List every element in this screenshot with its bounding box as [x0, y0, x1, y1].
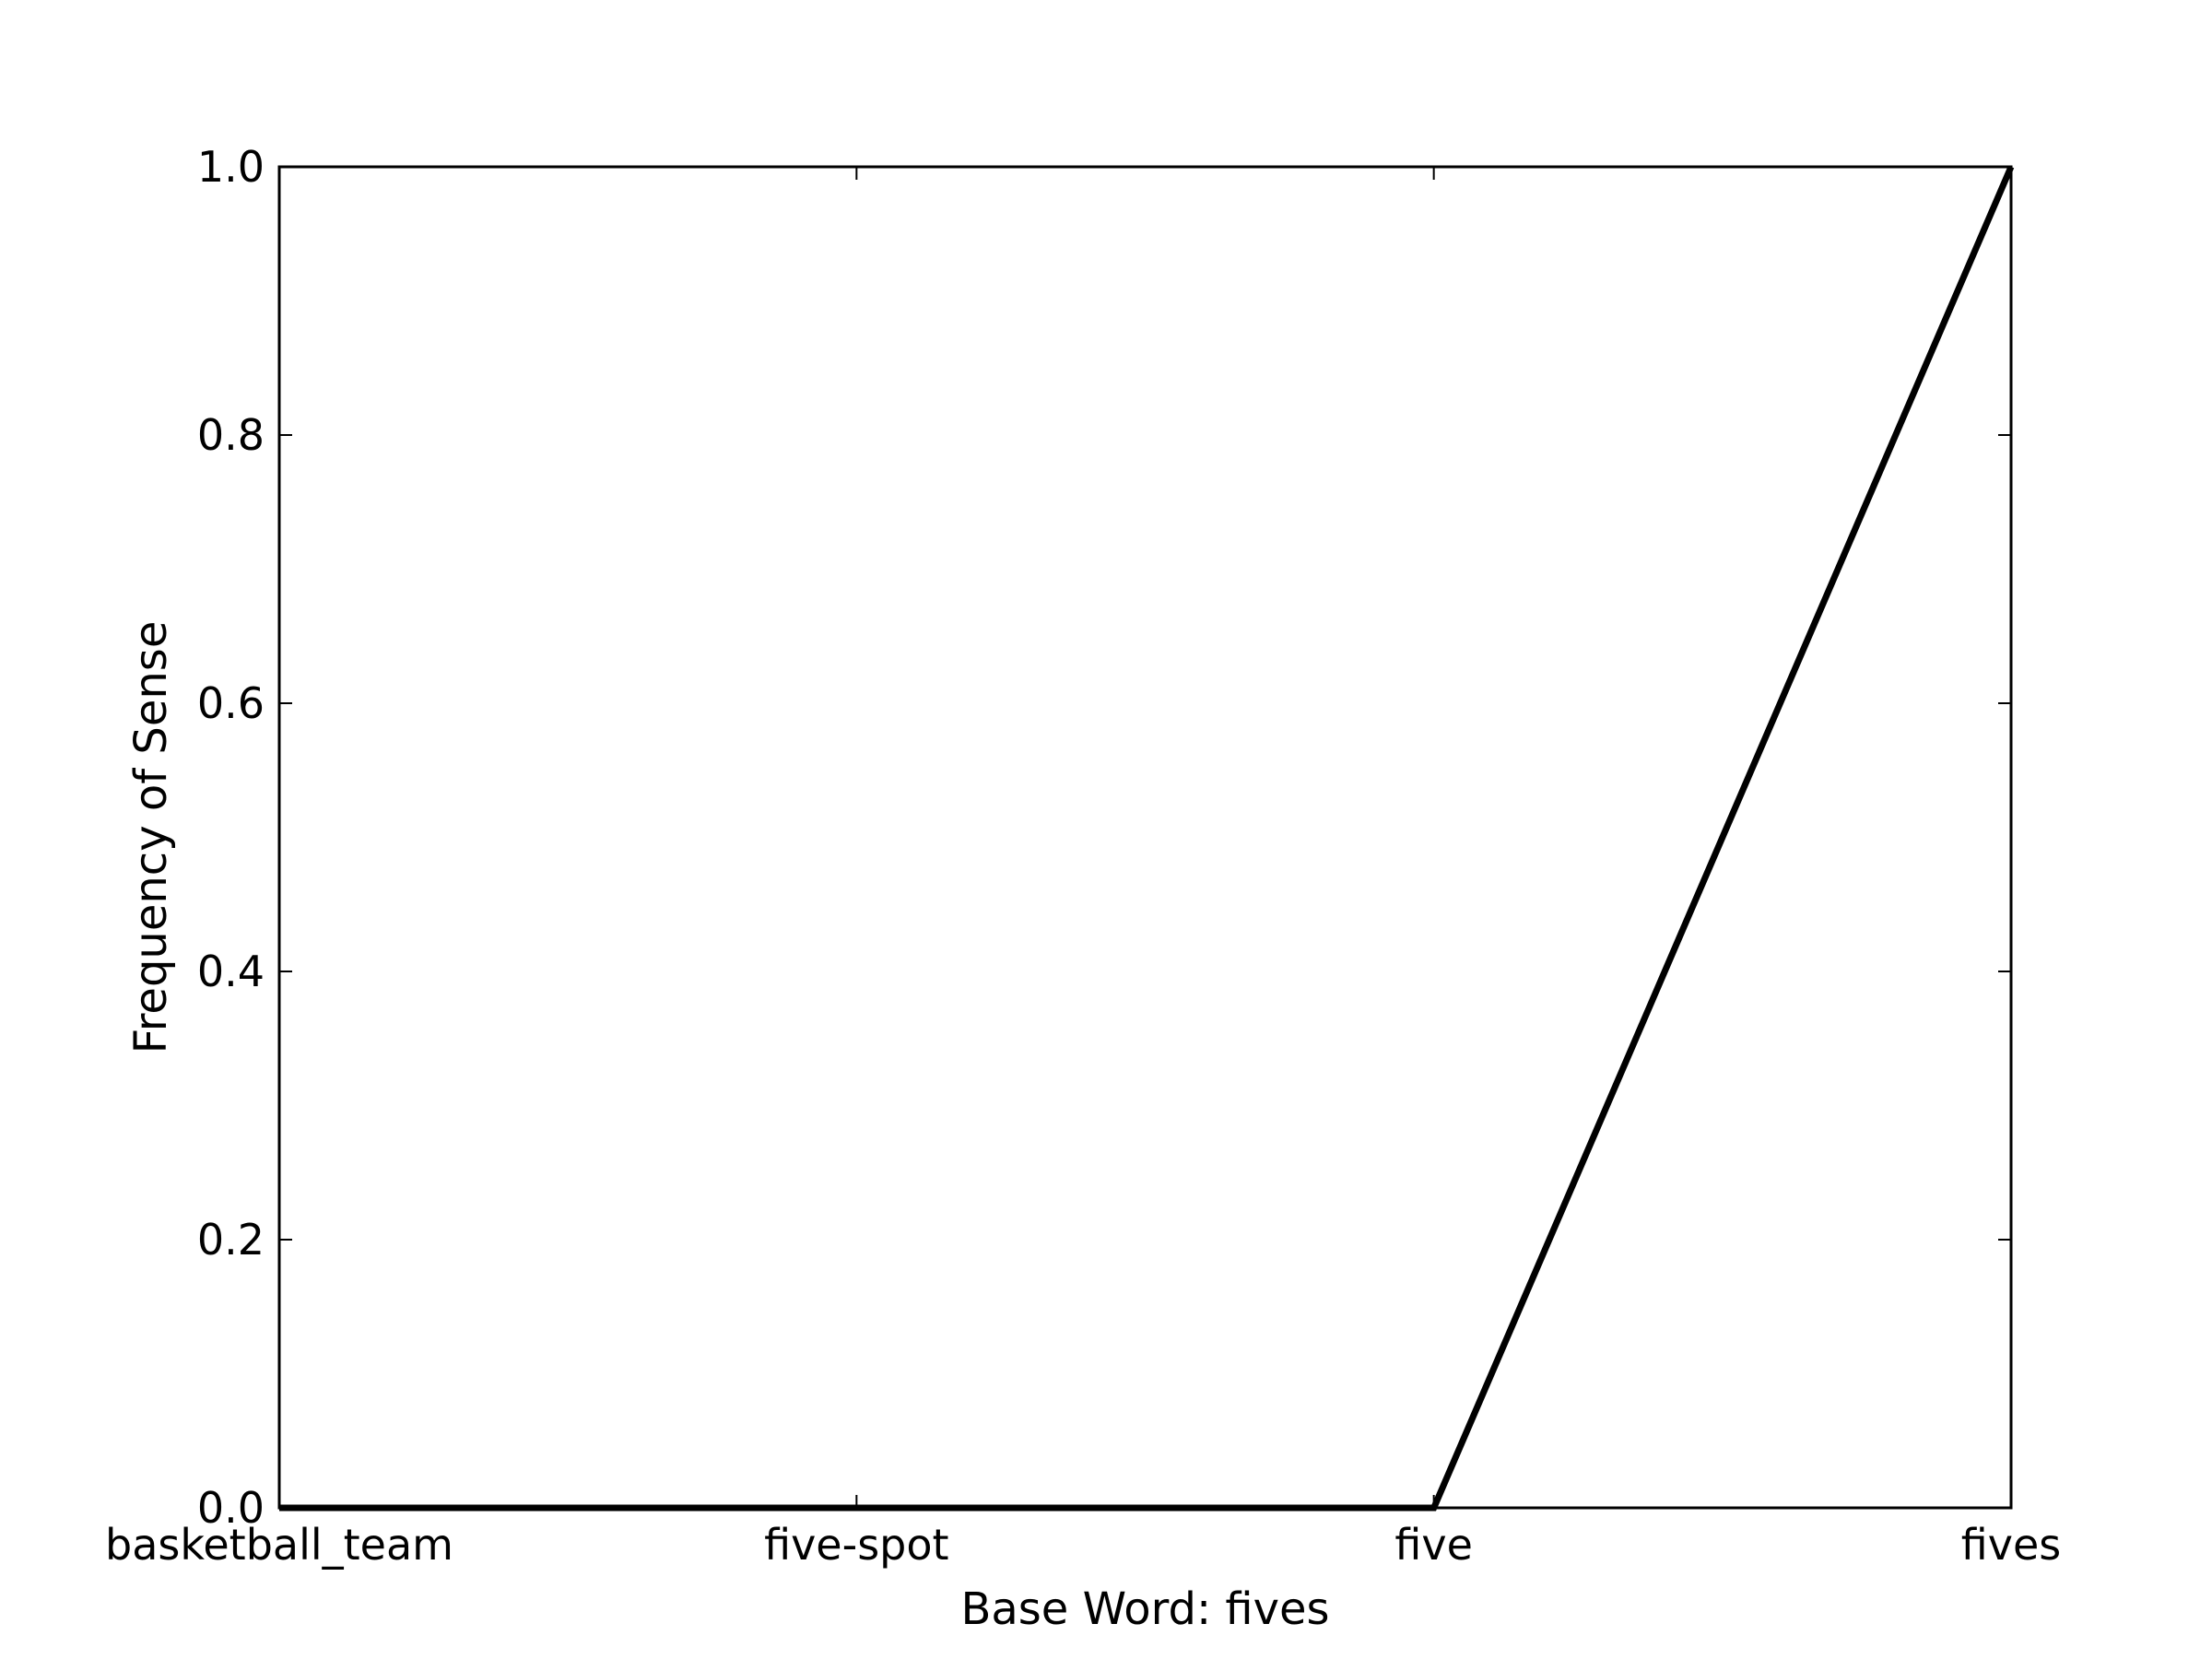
- x-tick-label-five: five: [1394, 1520, 1473, 1570]
- y-tick-label: 0.0: [197, 1483, 265, 1533]
- plot-frame: [277, 165, 2013, 1510]
- x-tick-label-fives: fives: [1961, 1520, 2061, 1570]
- y-tick-label: 0.8: [197, 410, 265, 460]
- y-tick-label: 0.4: [197, 947, 265, 996]
- y-tick-label: 0.6: [197, 678, 265, 728]
- x-tick-label-basketball_team: basketball_team: [105, 1520, 453, 1570]
- x-tick-labels: basketball_team five-spot five fives: [105, 1520, 2061, 1570]
- tick-marks: [278, 166, 2012, 1509]
- x-tick-label-five-spot: five-spot: [764, 1520, 948, 1570]
- y-axis-label: Frequency of Sense: [125, 621, 177, 1054]
- y-tick-label: 0.2: [197, 1215, 265, 1265]
- x-axis-label: Base Word: fives: [960, 1583, 1329, 1635]
- y-tick-labels: 0.0 0.2 0.4 0.6 0.8 1.0: [197, 142, 265, 1533]
- y-tick-label: 1.0: [197, 142, 265, 192]
